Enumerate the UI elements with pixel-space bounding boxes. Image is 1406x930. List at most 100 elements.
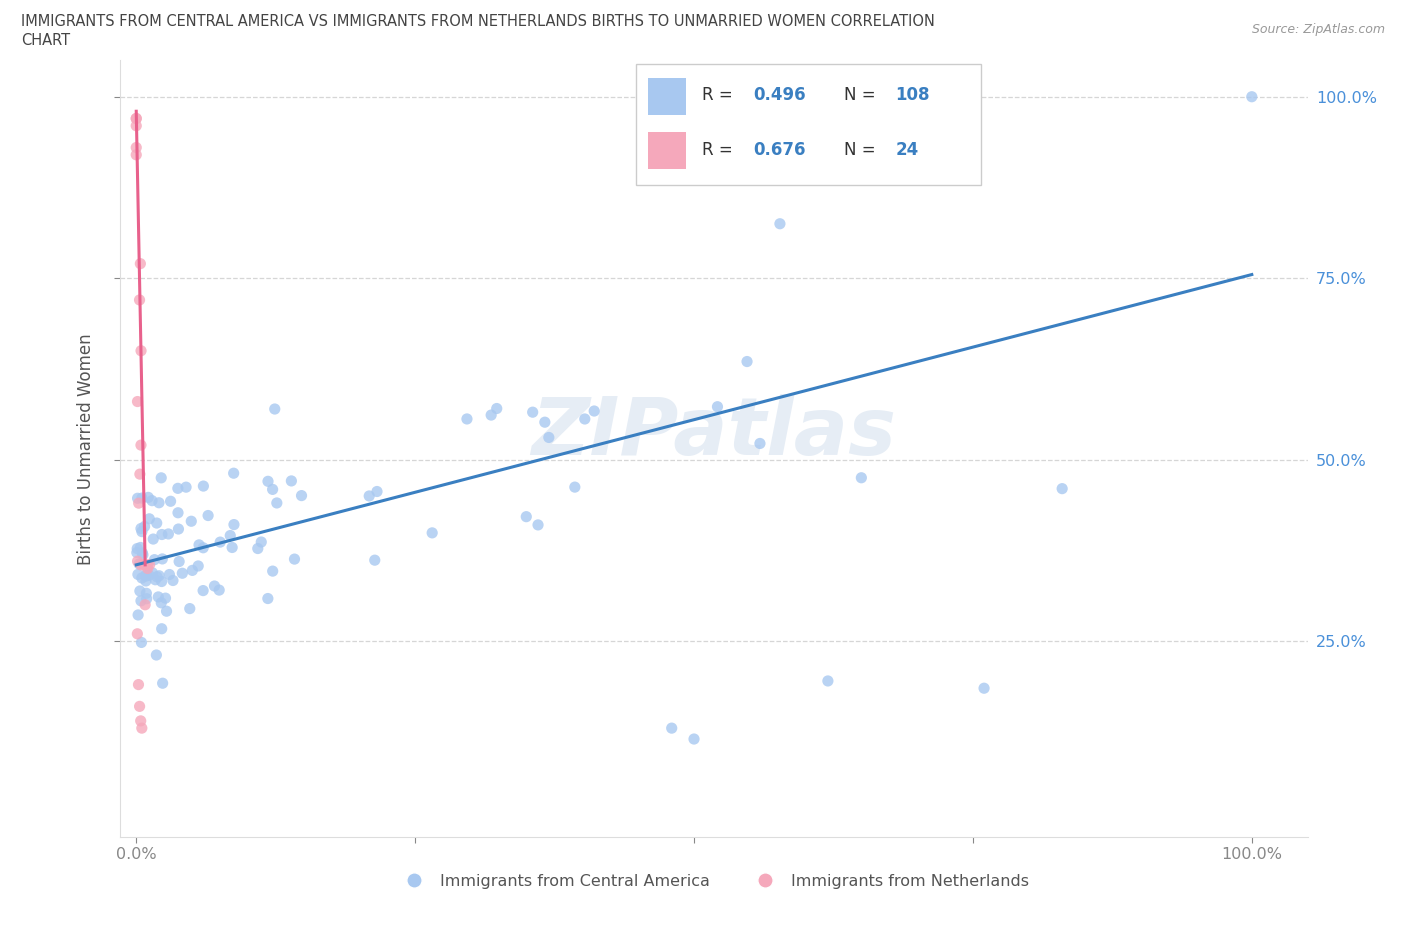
Point bbox=[131, 570, 153, 585]
Text: R =: R = bbox=[702, 140, 738, 159]
Point bbox=[141, 565, 163, 580]
Point bbox=[263, 402, 285, 417]
Point bbox=[157, 567, 180, 582]
Point bbox=[191, 583, 214, 598]
FancyBboxPatch shape bbox=[637, 64, 981, 185]
Point bbox=[262, 564, 284, 578]
Point bbox=[128, 699, 150, 714]
Point bbox=[127, 677, 149, 692]
Point bbox=[167, 554, 190, 569]
Point bbox=[148, 568, 170, 583]
Point bbox=[128, 467, 150, 482]
Point bbox=[132, 557, 155, 572]
Point bbox=[683, 732, 706, 747]
Point bbox=[152, 676, 174, 691]
Point bbox=[146, 569, 169, 584]
Point bbox=[127, 567, 149, 582]
Point bbox=[129, 593, 152, 608]
Point bbox=[135, 591, 157, 606]
Point bbox=[219, 528, 242, 543]
Point bbox=[125, 118, 148, 133]
Point bbox=[283, 551, 305, 566]
Point bbox=[420, 525, 443, 540]
Point bbox=[131, 635, 153, 650]
Point bbox=[129, 257, 152, 272]
Point bbox=[222, 466, 245, 481]
Point bbox=[290, 488, 312, 503]
Point bbox=[148, 496, 170, 511]
Point bbox=[155, 591, 177, 605]
Point bbox=[150, 621, 173, 636]
Point bbox=[141, 493, 163, 508]
Point bbox=[266, 496, 288, 511]
Text: Source: ZipAtlas.com: Source: ZipAtlas.com bbox=[1251, 23, 1385, 36]
Point bbox=[125, 111, 148, 126]
Point bbox=[167, 481, 190, 496]
Point bbox=[131, 491, 153, 506]
Point bbox=[136, 490, 159, 505]
Point bbox=[180, 513, 202, 528]
Point bbox=[131, 525, 153, 539]
Point bbox=[364, 552, 387, 567]
Point bbox=[209, 535, 232, 550]
Point bbox=[193, 540, 215, 555]
Text: IMMIGRANTS FROM CENTRAL AMERICA VS IMMIGRANTS FROM NETHERLANDS BIRTHS TO UNMARRI: IMMIGRANTS FROM CENTRAL AMERICA VS IMMIG… bbox=[21, 14, 935, 29]
Point bbox=[179, 601, 201, 616]
Point bbox=[574, 412, 596, 427]
Point bbox=[155, 604, 177, 618]
Point bbox=[157, 526, 180, 541]
Point bbox=[359, 488, 381, 503]
Point bbox=[127, 394, 149, 409]
Y-axis label: Births to Unmarried Women: Births to Unmarried Women bbox=[77, 333, 96, 565]
Point bbox=[125, 545, 148, 560]
Point bbox=[134, 519, 156, 534]
Point bbox=[257, 474, 280, 489]
Point bbox=[246, 541, 269, 556]
Point bbox=[132, 548, 155, 563]
Text: 0.496: 0.496 bbox=[752, 86, 806, 104]
Point bbox=[564, 480, 586, 495]
Point bbox=[129, 713, 152, 728]
Point bbox=[135, 567, 157, 582]
Legend: Immigrants from Central America, Immigrants from Netherlands: Immigrants from Central America, Immigra… bbox=[392, 868, 1035, 895]
Point bbox=[222, 517, 245, 532]
Point bbox=[150, 574, 173, 589]
Point bbox=[735, 354, 758, 369]
Point bbox=[150, 595, 173, 610]
Point bbox=[159, 494, 181, 509]
Point bbox=[706, 399, 728, 414]
Point bbox=[485, 401, 508, 416]
Point bbox=[197, 508, 219, 523]
Point bbox=[1240, 89, 1263, 104]
Point bbox=[129, 540, 152, 555]
Point bbox=[150, 551, 173, 566]
Point bbox=[583, 404, 606, 418]
Point bbox=[125, 111, 148, 126]
Point bbox=[127, 553, 149, 568]
Point bbox=[135, 568, 157, 583]
Point bbox=[134, 597, 156, 612]
Text: 24: 24 bbox=[896, 140, 918, 159]
Point bbox=[150, 471, 173, 485]
Point bbox=[135, 586, 157, 601]
Point bbox=[204, 578, 226, 593]
Point bbox=[131, 721, 153, 736]
Point bbox=[527, 517, 550, 532]
Point bbox=[174, 480, 197, 495]
Point bbox=[208, 583, 231, 598]
Point bbox=[1050, 481, 1073, 496]
Text: 0.676: 0.676 bbox=[752, 140, 806, 159]
Point bbox=[749, 436, 772, 451]
Point bbox=[515, 510, 537, 525]
Point bbox=[537, 430, 560, 445]
Point bbox=[479, 407, 502, 422]
Point bbox=[150, 527, 173, 542]
Text: ZIPatlas: ZIPatlas bbox=[531, 394, 896, 472]
Point bbox=[142, 532, 165, 547]
Point bbox=[167, 522, 190, 537]
Point bbox=[128, 556, 150, 571]
Text: 108: 108 bbox=[896, 86, 929, 104]
FancyBboxPatch shape bbox=[648, 132, 686, 169]
Point bbox=[262, 482, 284, 497]
Point bbox=[366, 485, 388, 499]
